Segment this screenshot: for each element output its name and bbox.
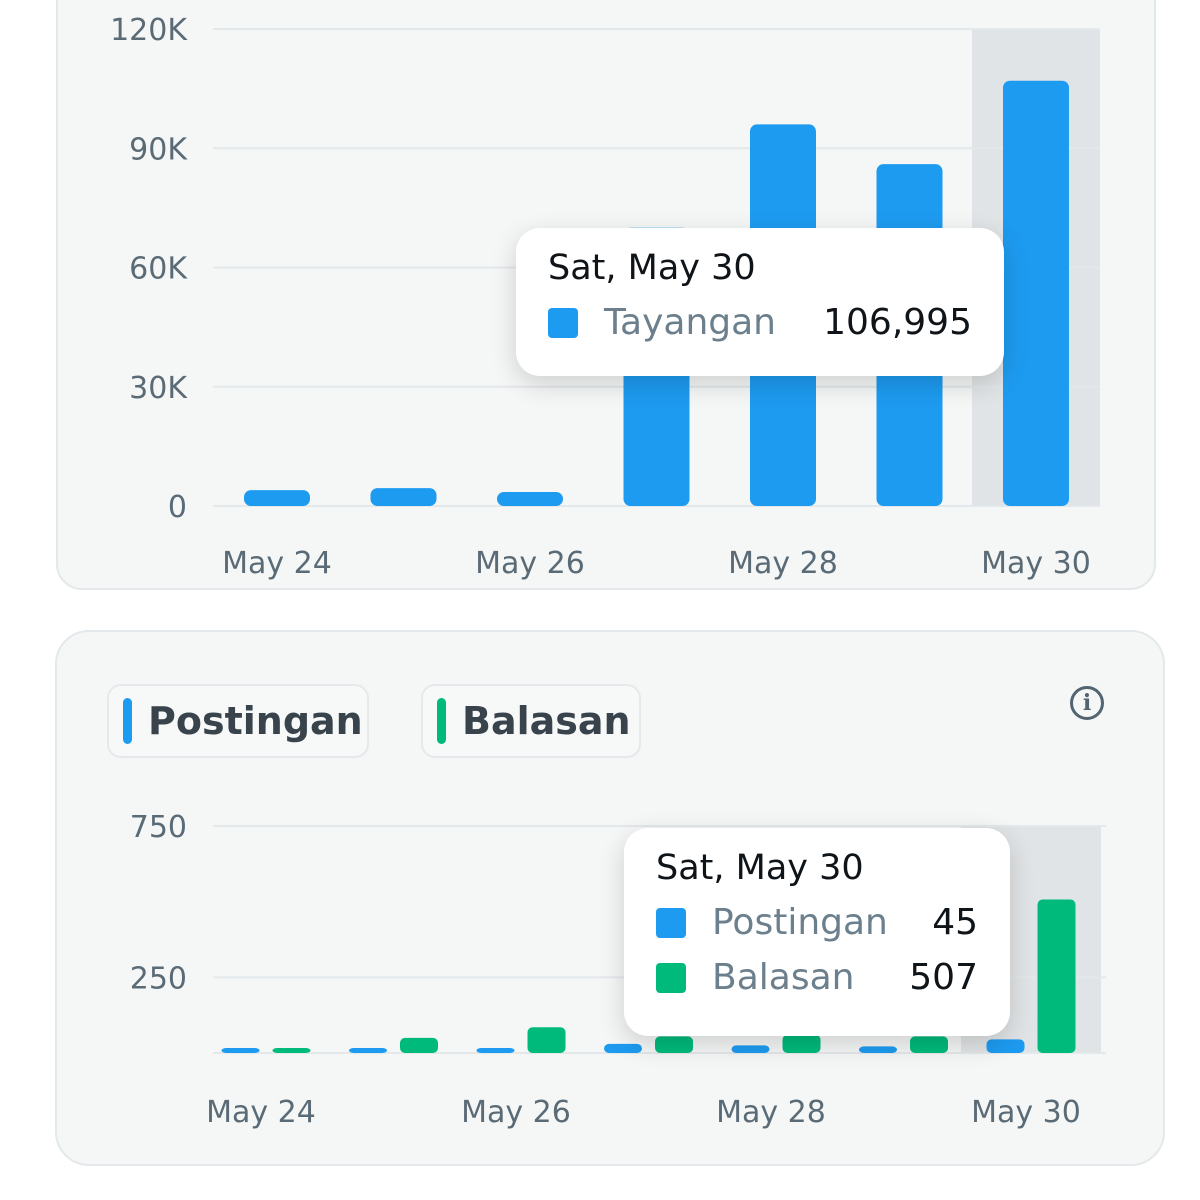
- bar-balasan: [272, 1048, 311, 1053]
- legend-label-postingan: Postingan: [148, 699, 363, 743]
- x-tick-label: May 24: [222, 546, 332, 581]
- x-tick-label: May 30: [971, 1095, 1081, 1130]
- bar-postingan: [731, 1045, 770, 1053]
- posts-tooltip-title: Sat, May 30: [656, 848, 864, 888]
- views-tooltip-row: Tayangan 106,995: [548, 302, 972, 343]
- bar-balasan: [527, 1027, 566, 1053]
- y-tick-label: 90K: [129, 132, 188, 167]
- legend-marker-postingan: [123, 698, 132, 744]
- legend-chip-balasan[interactable]: Balasan: [421, 684, 641, 758]
- x-tick-label: May 28: [728, 546, 838, 581]
- bar-postingan: [604, 1043, 642, 1053]
- balasan-swatch: [656, 962, 686, 993]
- y-tick-label: 30K: [129, 371, 188, 406]
- bar-postingan: [986, 1039, 1025, 1053]
- bar-tayangan: [370, 488, 437, 506]
- y-tick-label: 0: [168, 490, 187, 525]
- tooltip-value-tayangan: 106,995: [823, 302, 972, 343]
- bar-tayangan: [1003, 80, 1069, 506]
- legend-marker-balasan: [437, 698, 446, 744]
- x-tick-label: May 30: [981, 546, 1091, 581]
- posts-tooltip-row-balasan: Balasan 507: [656, 957, 978, 998]
- bar-tayangan: [497, 492, 563, 506]
- tayangan-swatch: [548, 307, 578, 338]
- bar-postingan: [859, 1046, 897, 1053]
- info-icon[interactable]: i: [1070, 686, 1104, 720]
- views-tooltip-title: Sat, May 30: [548, 248, 756, 288]
- y-tick-label: 750: [130, 810, 187, 845]
- tooltip-value-balasan: 507: [909, 957, 978, 998]
- tooltip-label-postingan: Postingan: [712, 902, 888, 943]
- posts-tooltip-row-postingan: Postingan 45: [656, 902, 978, 943]
- bar-balasan: [1037, 899, 1076, 1053]
- x-tick-label: May 28: [716, 1095, 826, 1130]
- bar-balasan: [655, 1036, 693, 1053]
- legend-chip-postingan[interactable]: Postingan: [107, 684, 369, 758]
- y-tick-label: 60K: [129, 252, 188, 287]
- tooltip-value-postingan: 45: [932, 902, 978, 943]
- posts-tooltip: Sat, May 30 Postingan 45 Balasan 507: [624, 828, 1010, 1036]
- bar-balasan: [910, 1036, 948, 1053]
- bar-postingan: [349, 1048, 387, 1053]
- legend-label-balasan: Balasan: [462, 699, 631, 743]
- views-tooltip: Sat, May 30 Tayangan 106,995: [516, 228, 1004, 376]
- x-tick-label: May 26: [475, 546, 585, 581]
- y-tick-label: 250: [130, 961, 187, 996]
- bar-balasan: [782, 1034, 821, 1053]
- postingan-swatch: [656, 907, 686, 938]
- tooltip-label-balasan: Balasan: [712, 957, 855, 998]
- x-tick-label: May 24: [206, 1095, 316, 1130]
- y-tick-label: 120K: [110, 13, 188, 48]
- x-tick-label: May 26: [461, 1095, 571, 1130]
- bar-balasan: [400, 1037, 438, 1053]
- bar-postingan: [476, 1048, 515, 1053]
- tooltip-label-tayangan: Tayangan: [604, 302, 777, 343]
- bar-postingan: [221, 1048, 260, 1053]
- bar-tayangan: [244, 490, 310, 506]
